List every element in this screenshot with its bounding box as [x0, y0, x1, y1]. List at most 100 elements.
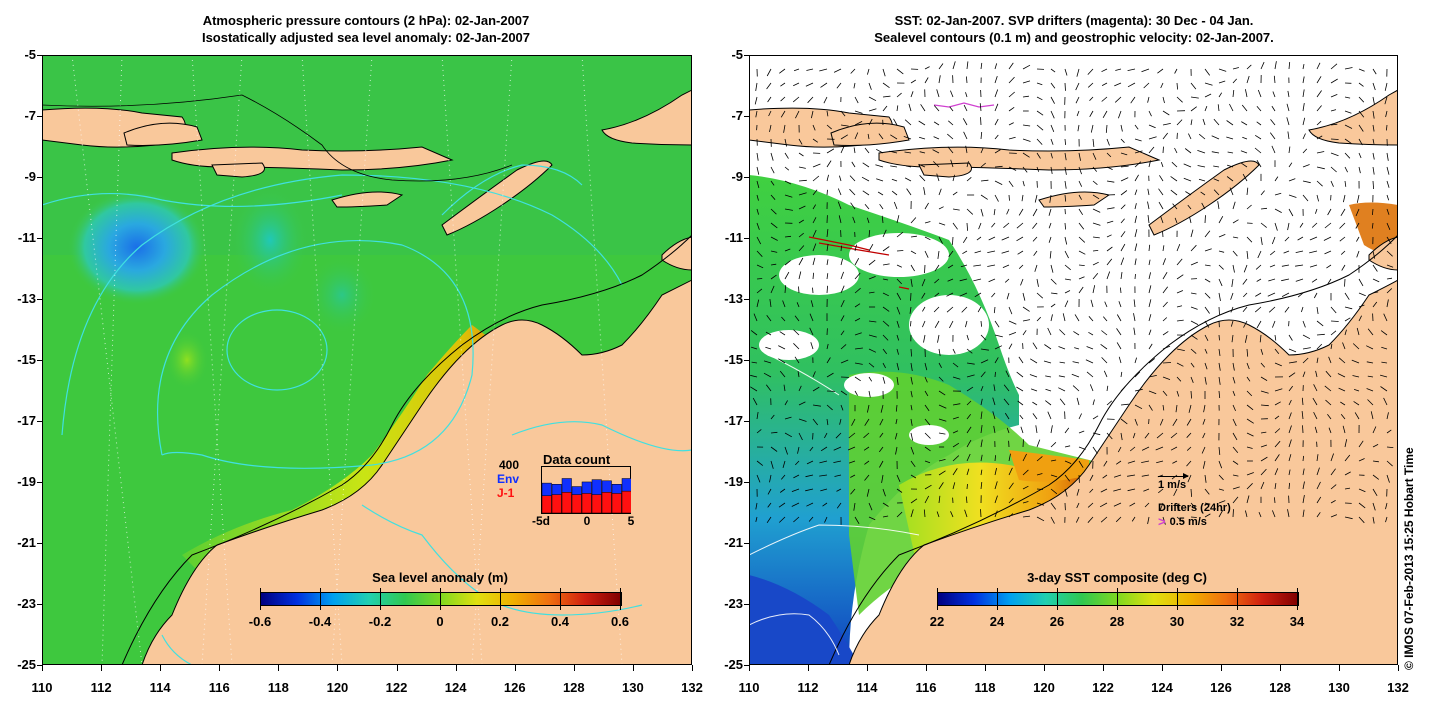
lat-tick: [37, 55, 42, 56]
velocity-arrow: [1120, 272, 1123, 280]
velocity-arrow: [1204, 105, 1208, 112]
velocity-arrow: [1162, 516, 1166, 525]
velocity-arrow: [979, 103, 982, 112]
velocity-arrow: [896, 306, 901, 315]
velocity-arrow: [994, 63, 998, 70]
velocity-arrow: [1330, 166, 1337, 173]
velocity-arrow: [1316, 135, 1323, 140]
velocity-arrow: [876, 178, 884, 182]
velocity-arrow: [1352, 375, 1360, 378]
velocity-arrow: [1050, 138, 1054, 145]
velocity-arrow: [1316, 357, 1319, 364]
velocity-arrow: [896, 68, 904, 75]
velocity-arrow: [1260, 348, 1264, 355]
velocity-arrow: [1117, 446, 1122, 453]
velocity-arrow: [798, 166, 806, 169]
velocity-arrow: [1190, 320, 1199, 325]
velocity-arrow: [1381, 361, 1388, 364]
velocity-arrow: [946, 292, 954, 297]
lon-tick: [985, 665, 986, 671]
velocity-arrow: [1297, 292, 1304, 298]
lon-tick: [692, 665, 693, 671]
velocity-arrow: [1327, 208, 1332, 216]
velocity-arrow: [980, 334, 987, 341]
velocity-arrow: [1190, 334, 1198, 340]
velocity-arrow: [1170, 189, 1178, 196]
velocity-arrow: [933, 136, 940, 140]
velocity-arrow: [1386, 429, 1392, 434]
lat-tick-label: -11: [724, 230, 743, 245]
velocity-arrow: [1176, 348, 1185, 351]
velocity-arrow: [882, 488, 886, 497]
velocity-arrow: [1103, 370, 1108, 378]
velocity-arrow: [798, 432, 803, 441]
velocity-arrow: [770, 222, 778, 229]
lon-tick-label: 122: [1092, 680, 1114, 695]
velocity-arrow: [1344, 471, 1351, 476]
velocity-arrow: [1190, 96, 1199, 99]
velocity-arrow: [1245, 510, 1248, 518]
velocity-arrow: [938, 470, 946, 476]
velocity-arrow: [1272, 91, 1276, 98]
velocity-arrow: [770, 194, 776, 200]
data-count-title: Data count: [543, 452, 611, 467]
velocity-arrow: [1176, 119, 1183, 126]
velocity-arrow: [826, 189, 828, 196]
velocity-arrow: [863, 446, 870, 451]
velocity-arrow: [1259, 334, 1262, 343]
velocity-arrow: [1354, 412, 1360, 420]
velocity-arrow: [966, 400, 972, 406]
velocity-arrow: [1218, 68, 1227, 72]
velocity-arrow: [938, 348, 941, 356]
velocity-arrow: [1274, 61, 1277, 70]
velocity-arrow: [1190, 261, 1198, 266]
velocity-arrow: [1008, 482, 1014, 490]
velocity-arrow: [1371, 222, 1374, 229]
velocity-arrow: [980, 469, 983, 476]
velocity-arrow: [896, 474, 901, 482]
velocity-arrow: [1175, 404, 1178, 413]
velocity-arrow: [1176, 362, 1184, 367]
lat-tick: [744, 604, 749, 605]
velocity-arrow: [826, 418, 829, 426]
velocity-arrow: [1092, 194, 1100, 200]
velocity-arrow: [933, 306, 940, 313]
velocity-arrow: [808, 516, 814, 522]
velocity-arrow: [1148, 375, 1157, 378]
lat-tick: [744, 665, 749, 666]
velocity-arrow: [798, 257, 804, 266]
velocity-arrow: [1101, 96, 1108, 102]
velocity-arrow: [1183, 177, 1192, 182]
velocity-arrow: [952, 442, 960, 448]
velocity-arrow: [980, 117, 982, 126]
velocity-arrow: [1120, 218, 1125, 224]
velocity-arrow: [1231, 334, 1234, 343]
velocity-arrow: [1186, 432, 1192, 438]
lat-tick-label: -13: [724, 291, 743, 306]
velocity-arrow: [819, 474, 828, 477]
velocity-arrow: [882, 68, 886, 77]
velocity-arrow: [1274, 497, 1276, 504]
velocity-arrow: [1008, 180, 1014, 188]
velocity-arrow: [1186, 418, 1192, 426]
velocity-arrow: [1022, 124, 1031, 127]
velocity-arrow: [854, 516, 860, 525]
velocity-arrow: [1092, 446, 1098, 454]
velocity-arrow: [1134, 203, 1137, 210]
velocity-arrow: [1008, 453, 1011, 462]
velocity-arrow: [1072, 385, 1080, 392]
velocity-arrow: [1176, 258, 1183, 266]
velocity-arrow: [910, 404, 913, 411]
lon-tick: [573, 665, 575, 671]
velocity-arrow: [840, 146, 845, 154]
velocity-arrow: [1006, 208, 1010, 215]
velocity-arrow: [854, 244, 857, 252]
velocity-arrow: [1106, 152, 1112, 158]
velocity-arrow: [1330, 484, 1337, 490]
velocity-arrow: [805, 474, 814, 478]
velocity-arrow: [1127, 82, 1136, 88]
velocity-arrow: [824, 516, 828, 523]
velocity-arrow: [769, 124, 772, 132]
velocity-arrow: [1162, 404, 1165, 411]
lat-tick-label: -23: [724, 596, 743, 611]
